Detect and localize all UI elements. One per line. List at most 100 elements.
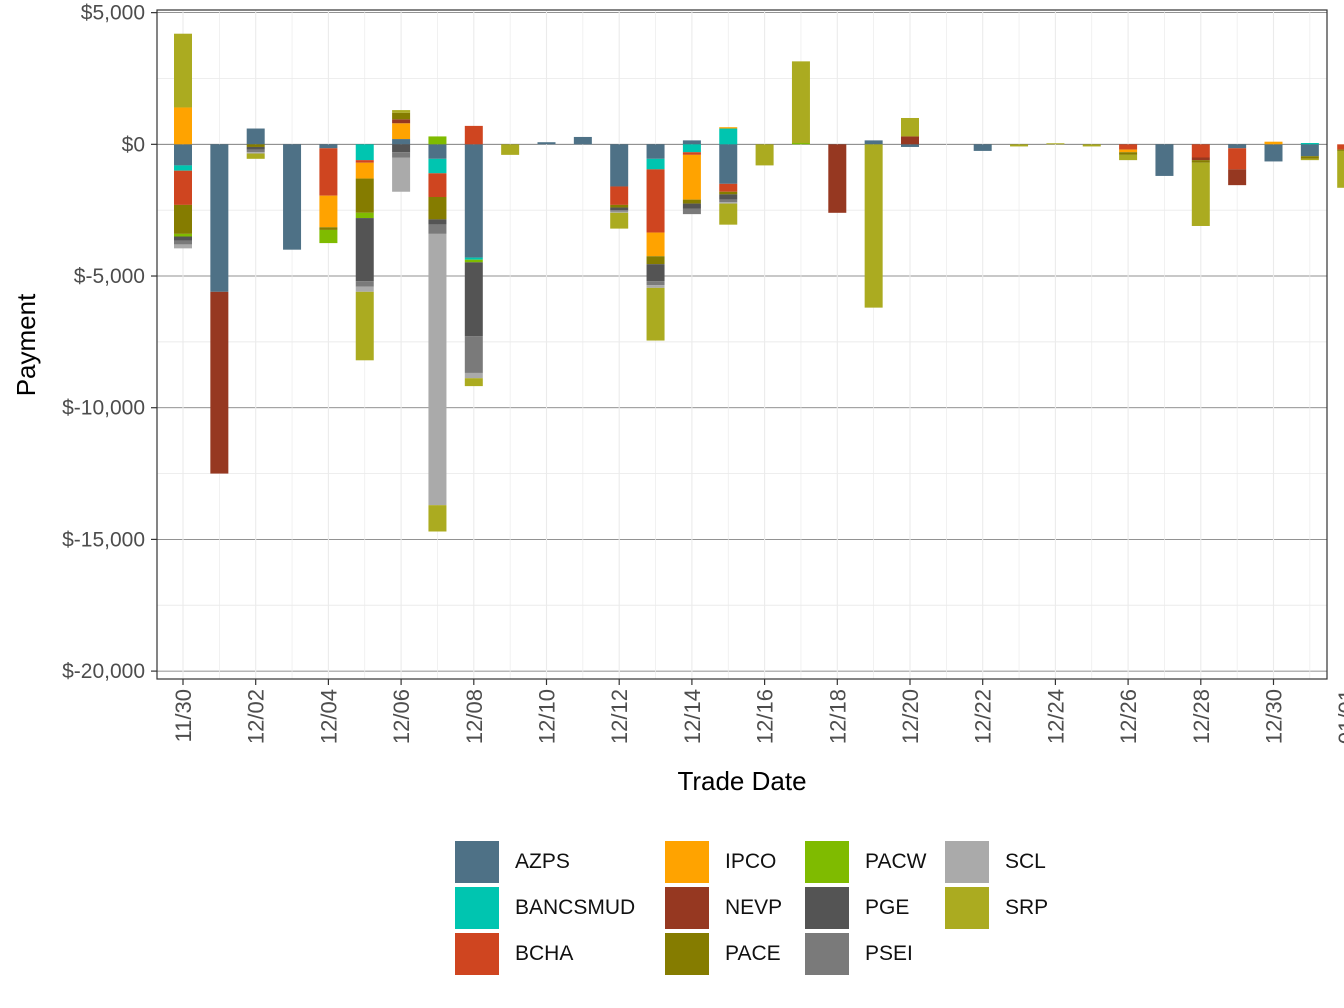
bar-segment-ipco: IPCO 12/05: -600 <box>355 162 374 179</box>
bar-segment-nevp: NEVP 12/18: -2600 <box>828 144 847 213</box>
bar-segment-bancsmud: BANCSMUD 12/08: -80 <box>464 257 483 260</box>
bar-segment-ipco: IPCO 12/14: -1700 <box>682 154 701 200</box>
bar-segment-ipco: IPCO 12/04: -1200 <box>319 195 338 228</box>
bar-segment-bcha: BCHA 01/01: -200 <box>1337 144 1344 150</box>
bar-segment-azps: AZPS 12/01: -5600 <box>210 144 229 292</box>
x-tick-label: 12/22 <box>971 689 996 744</box>
legend-item-pge: PGE <box>805 886 909 930</box>
bar-segment-psei: PSEI 12/12: -50 <box>610 210 629 212</box>
bar-segment-srp: SRP 12/19: -6200 <box>864 144 883 308</box>
x-tick-label: 11/30 <box>171 689 196 742</box>
legend-swatch <box>455 841 499 883</box>
bar-segment-srp: SRP 12/06: 100 <box>392 110 411 113</box>
bar-segment-srp: SRP 12/16: -800 <box>755 144 774 166</box>
x-tick-label: 12/02 <box>244 689 269 744</box>
bar-segment-bcha: BCHA 12/26: -200 <box>1119 144 1138 150</box>
x-tick-label: 12/28 <box>1189 689 1214 744</box>
bar-segment-azps: AZPS 12/19: 150 <box>864 140 883 145</box>
bar-segment-azps: AZPS 12/14: 150 <box>682 140 701 145</box>
bar-segment-bcha: BCHA 12/28: -500 <box>1191 144 1210 158</box>
bar-segment-pge: PGE 12/08: -2800 <box>464 262 483 337</box>
bar-segment-pace: PACE 12/15: -100 <box>719 191 738 195</box>
bar-segment-pge: PGE 12/02: -100 <box>246 146 265 150</box>
bar-segment-bancsmud: BANCSMUD 11/30: -200 <box>174 165 192 171</box>
bar-segment-srp: SRP 12/17: 3100 <box>791 61 810 144</box>
legend-label: BCHA <box>515 942 574 965</box>
bar-segment-psei: PSEI 12/02: -100 <box>246 149 265 153</box>
bar-segment-azps: AZPS 11/30: -800 <box>174 144 192 166</box>
bar-segment-bcha: BCHA 12/08: 700 <box>464 125 483 145</box>
bar-segment-azps: AZPS 12/11: 280 <box>573 136 592 145</box>
bar-segment-srp: SRP 12/12: -600 <box>610 212 629 229</box>
bar-segment-ipco: IPCO 12/26: -100 <box>1119 149 1138 153</box>
bar-segment-nevp: NEVP 12/29: -600 <box>1228 169 1247 186</box>
bar-segment-pge: PGE 12/12: -100 <box>610 207 629 211</box>
bar-segment-azps: AZPS 12/06: 200 <box>392 139 411 145</box>
legend-item-ipco: IPCO <box>665 840 776 884</box>
bar-segment-scl: SCL 12/08: -200 <box>464 372 483 379</box>
bar-segment-bancsmud: BANCSMUD 12/15: 600 <box>719 128 738 145</box>
bar-segment-pace: PACE 12/07: -850 <box>428 197 447 220</box>
bar-segment-scl: SCL 12/12: -50 <box>610 211 629 213</box>
bar-segment-pace: PACE 12/13: -300 <box>646 256 665 265</box>
bar-segment-azps: AZPS 12/20: -100 <box>901 144 919 147</box>
bar-segment-pace: PACE 12/26: -100 <box>1119 152 1138 155</box>
bar-segment-azps: AZPS 12/12: -1600 <box>610 144 629 187</box>
bar-segment-pace: PACE 12/28: -100 <box>1191 160 1210 163</box>
legend-label: PGE <box>865 896 910 919</box>
bar-segment-srp: SRP 12/05: -2600 <box>355 291 374 361</box>
legend-item-pace: PACE <box>665 932 781 976</box>
bar-segment-azps: AZPS 12/22: -250 <box>973 144 992 151</box>
bar-segment-azps: AZPS 12/29: -150 <box>1228 144 1247 149</box>
bar-segment-ipco: IPCO 12/06: 600 <box>392 123 411 140</box>
legend-item-srp: SRP <box>945 886 1048 930</box>
x-tick-label: 01/01 <box>1334 689 1344 744</box>
legend-label: NEVP <box>725 896 783 919</box>
bar-segment-pacw: PACW 12/07: 300 <box>428 136 447 145</box>
x-tick-label: 12/18 <box>825 689 850 744</box>
x-tick-label: 12/30 <box>1262 689 1287 744</box>
legend-swatch <box>805 933 849 975</box>
y-tick-label: $-20,000 <box>62 660 145 683</box>
bar-segment-bcha: BCHA 12/15: -300 <box>719 183 738 192</box>
bar-segment-scl: SCL 12/13: -100 <box>646 285 665 288</box>
bar-segment-pge: PGE 12/07: -200 <box>428 219 447 225</box>
bar-segment-psei: PSEI 12/07: -350 <box>428 224 447 234</box>
bar-segment-bancsmud: BANCSMUD 12/31: 50 <box>1300 143 1319 145</box>
bar-segment-psei: PSEI 12/08: -1400 <box>464 336 483 373</box>
bar-segment-pge: PGE 12/05: -2400 <box>355 218 374 282</box>
bar-segment-ipco: IPCO 11/30: 1400 <box>174 107 192 145</box>
bar-segment-pace: PACE 12/05: -1300 <box>355 178 374 213</box>
bar-segment-azps: AZPS 12/10: 80 <box>537 142 556 145</box>
bar-segment-pace: PACE 12/06: 250 <box>392 112 411 120</box>
legend-item-bcha: BCHA <box>455 932 573 976</box>
bar-segment-srp: SRP 12/02: -200 <box>246 153 265 159</box>
legend-swatch <box>805 887 849 929</box>
bar-segment-pge: PGE 12/06: -300 <box>392 144 411 153</box>
bar-segment-azps: AZPS 12/31: -450 <box>1300 144 1319 157</box>
legend-swatch <box>665 841 709 883</box>
bar-segment-pace: PACE 11/30: -1100 <box>174 204 192 234</box>
bar-segment-ipco: IPCO 12/30: 100 <box>1264 141 1283 145</box>
bar-segment-pge: PGE 11/30: -150 <box>174 236 192 241</box>
y-tick-label: $-15,000 <box>62 528 145 551</box>
bar-segment-scl: SCL 11/30: -150 <box>174 244 192 249</box>
bar-segment-pace: PACE 12/31: -100 <box>1300 156 1319 159</box>
legend-swatch <box>665 887 709 929</box>
legend-swatch <box>945 841 989 883</box>
legend-item-nevp: NEVP <box>665 886 782 930</box>
bar-segment-azps: AZPS 12/30: -650 <box>1264 144 1283 162</box>
legend-item-bancsmud: BANCSMUD <box>455 886 635 930</box>
bar-segment-srp: SRP 12/20: 700 <box>901 117 919 137</box>
y-tick-label: $0 <box>122 133 145 156</box>
bar-segment-bcha: BCHA 12/14: -100 <box>682 152 701 155</box>
bar-segment-pace: PACE 12/02: -100 <box>246 144 265 147</box>
bar-segment-bcha: BCHA 12/04: -1800 <box>319 148 338 196</box>
bar-segment-pge: PGE 12/13: -650 <box>646 264 665 282</box>
bar-segment-psei: PSEI 12/05: -200 <box>355 281 374 287</box>
bar-segment-psei: PSEI 12/14: -200 <box>682 208 701 215</box>
legend-swatch <box>455 887 499 929</box>
bar-segment-nevp: NEVP 12/28: -100 <box>1191 157 1210 161</box>
bar-segment-srp: SRP 12/13: -2000 <box>646 287 665 341</box>
bars: AZPS 11/30: -800BANCSMUD 11/30: -200 BCHA… <box>174 33 1344 532</box>
